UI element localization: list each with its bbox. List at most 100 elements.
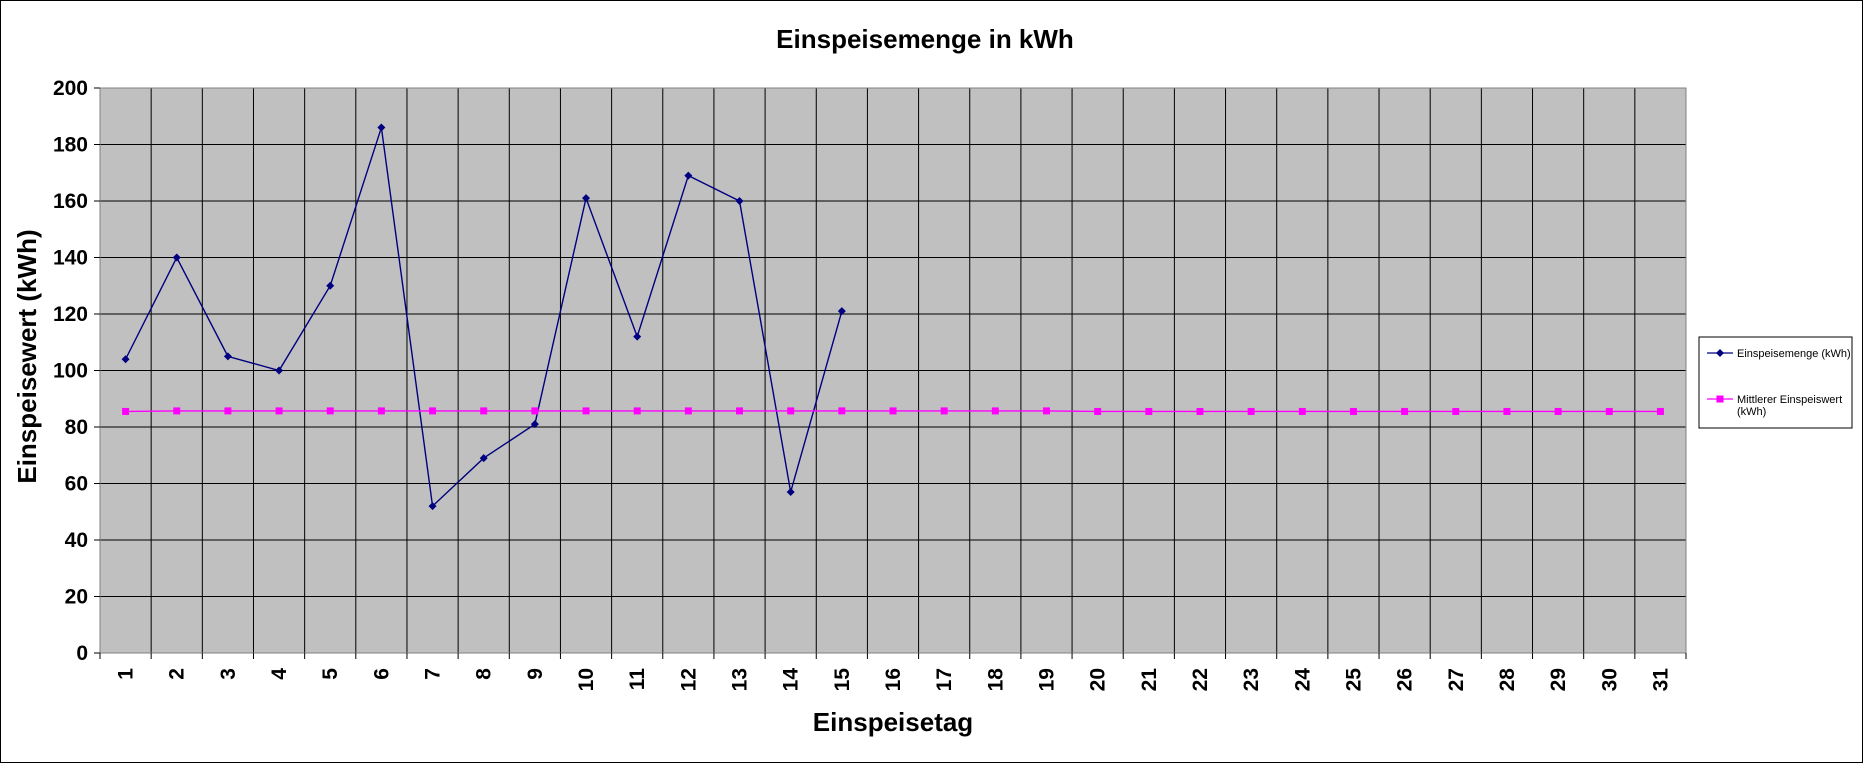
x-tick-label: 18 xyxy=(984,668,1007,692)
data-point-marker xyxy=(1094,407,1102,415)
data-point-marker xyxy=(633,332,642,341)
x-tick-label: 24 xyxy=(1291,668,1314,692)
x-tick-label: 11 xyxy=(626,668,649,691)
y-tick-label: 160 xyxy=(53,190,88,213)
data-point-marker xyxy=(1196,407,1204,415)
data-point-marker xyxy=(1247,407,1255,415)
data-point-marker xyxy=(736,407,744,415)
y-tick-label: 40 xyxy=(65,529,88,552)
legend-label: Einspeisemenge (kWh) xyxy=(1737,348,1851,360)
y-tick-label: 200 xyxy=(53,77,88,100)
y-tick-label: 20 xyxy=(65,586,88,609)
data-point-marker xyxy=(991,407,999,415)
y-tick-label: 80 xyxy=(65,416,88,439)
x-tick-label: 22 xyxy=(1189,668,1212,691)
x-tick-label: 5 xyxy=(319,668,342,680)
legend-item: Einspeisemenge (kWh) xyxy=(1707,348,1851,360)
data-point-marker xyxy=(1605,407,1613,415)
x-tick-label: 26 xyxy=(1394,668,1417,691)
y-axis-title: Einspeisewert (kWh) xyxy=(12,229,42,483)
data-point-marker xyxy=(1716,395,1724,403)
x-tick-label: 10 xyxy=(575,668,598,691)
x-tick-label: 30 xyxy=(1598,668,1621,691)
data-point-marker xyxy=(531,407,539,415)
x-tick-label: 17 xyxy=(933,668,956,691)
data-point-marker xyxy=(1452,407,1460,415)
y-tick-label: 180 xyxy=(53,134,88,157)
legend: Einspeisemenge (kWh) Mittlerer Einspeiswe… xyxy=(1698,336,1853,429)
series-layer xyxy=(121,123,1664,511)
data-point-marker xyxy=(1554,407,1562,415)
data-point-marker xyxy=(122,407,130,415)
data-point-marker xyxy=(377,123,386,132)
data-point-marker xyxy=(530,420,539,429)
legend-label: Mittlerer Einspeiswert (kWh) xyxy=(1737,394,1842,418)
x-axis-title: Einspeisetag xyxy=(813,707,973,737)
x-tick-label: 31 xyxy=(1649,668,1672,692)
data-point-marker xyxy=(787,407,795,415)
data-point-marker xyxy=(889,407,897,415)
data-point-marker xyxy=(1503,407,1511,415)
data-point-marker xyxy=(633,407,641,415)
x-tick-label: 16 xyxy=(882,668,905,691)
axes: 0 20 40 60 80 100 120 140 160 180 200 1 2 3 4 5 6 7 8 9 10 11… xyxy=(53,77,1687,692)
x-tick-label: 6 xyxy=(370,668,393,680)
data-point-marker xyxy=(735,197,744,205)
x-tick-label: 9 xyxy=(524,668,547,680)
x-tick-label: 12 xyxy=(677,668,700,691)
data-point-marker xyxy=(1716,349,1724,357)
data-point-marker xyxy=(173,407,181,415)
y-tick-label: 140 xyxy=(53,247,88,270)
series-2 xyxy=(122,407,1664,415)
data-point-marker xyxy=(1349,407,1357,415)
x-tick-label: 2 xyxy=(166,668,189,680)
x-tick-label: 19 xyxy=(1035,668,1058,691)
data-point-marker xyxy=(224,407,232,415)
y-tick-label: 120 xyxy=(53,303,88,326)
y-tick-label: 60 xyxy=(65,473,88,496)
x-tick-label: 27 xyxy=(1445,668,1468,691)
data-point-marker xyxy=(223,352,232,361)
data-point-marker xyxy=(480,407,488,415)
data-point-marker xyxy=(429,407,437,415)
legend-box xyxy=(1698,336,1853,429)
data-point-marker xyxy=(838,407,846,415)
data-point-marker xyxy=(582,407,590,415)
data-point-marker xyxy=(121,355,130,364)
data-point-marker xyxy=(1298,407,1306,415)
data-point-marker xyxy=(582,194,591,203)
chart-title: Einspeisemenge in kWh xyxy=(776,24,1074,54)
x-tick-label: 29 xyxy=(1547,668,1570,691)
y-tick-label: 0 xyxy=(76,642,88,665)
x-tick-label: 3 xyxy=(217,668,240,680)
data-point-marker xyxy=(940,407,948,415)
data-point-marker xyxy=(837,307,846,316)
x-tick-label: 8 xyxy=(473,668,496,680)
x-tick-label: 28 xyxy=(1496,668,1519,692)
legend-item: Mittlerer Einspeiswert (kWh) xyxy=(1707,394,1842,418)
x-tick-label: 20 xyxy=(1087,668,1110,691)
y-tick-label: 100 xyxy=(53,360,88,383)
x-tick-label: 21 xyxy=(1138,668,1161,692)
x-tick-label: 13 xyxy=(729,668,752,691)
data-point-marker xyxy=(326,407,334,415)
x-tick-label: 23 xyxy=(1240,668,1263,691)
data-point-marker xyxy=(786,487,795,496)
data-point-marker xyxy=(1042,407,1050,415)
x-tick-label: 15 xyxy=(831,668,854,692)
data-point-marker xyxy=(172,253,181,262)
data-point-marker xyxy=(1145,407,1153,415)
data-point-marker xyxy=(684,407,692,415)
x-tick-label: 7 xyxy=(422,668,445,680)
series-1 xyxy=(121,123,846,511)
data-point-marker xyxy=(275,366,284,375)
data-point-marker xyxy=(326,281,335,290)
x-tick-label: 4 xyxy=(268,668,291,680)
x-tick-label: 25 xyxy=(1342,668,1365,692)
data-point-marker xyxy=(1656,407,1664,415)
data-point-marker xyxy=(275,407,283,415)
data-point-marker xyxy=(377,407,385,415)
data-point-marker xyxy=(479,454,488,463)
data-point-marker xyxy=(428,502,437,511)
